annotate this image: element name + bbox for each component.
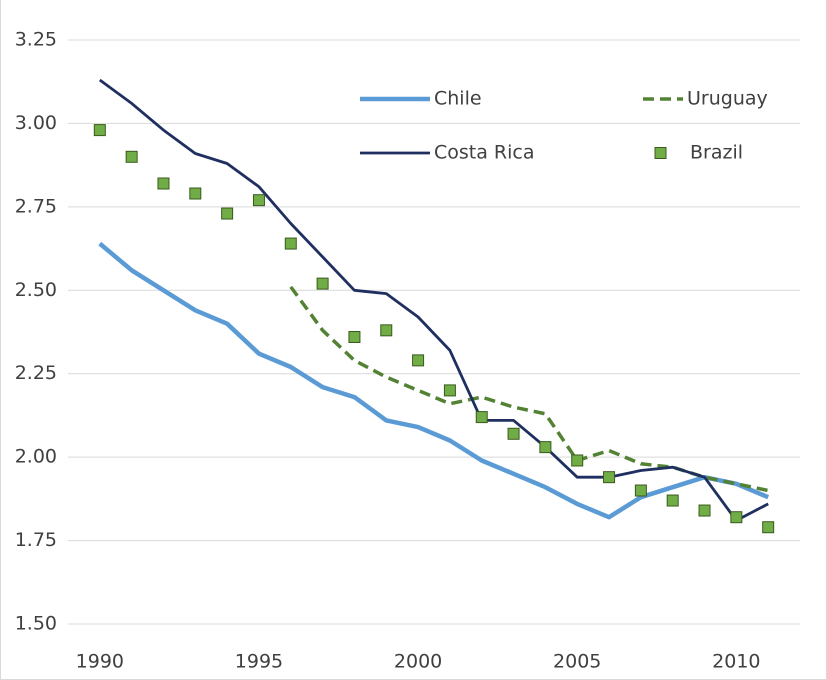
y-tick-label: 2.75 xyxy=(15,195,57,217)
y-tick-label: 1.50 xyxy=(15,613,57,635)
y-tick-label: 1.75 xyxy=(15,529,57,551)
y-tick-label: 2.50 xyxy=(15,279,57,301)
legend-swatch xyxy=(654,147,667,159)
data-point xyxy=(571,454,584,467)
data-point xyxy=(443,384,456,397)
x-tick-label: 2010 xyxy=(712,651,760,673)
data-point xyxy=(284,237,297,250)
y-tick-label: 2.25 xyxy=(15,362,57,384)
legend-label: Chile xyxy=(434,88,482,110)
legend-label: Uruguay xyxy=(687,88,768,110)
data-point xyxy=(412,354,425,367)
legend-label: Brazil xyxy=(690,142,743,164)
y-tick-label: 2.00 xyxy=(15,446,57,468)
data-point xyxy=(93,124,106,137)
data-point xyxy=(730,511,743,524)
data-point xyxy=(380,324,393,337)
data-point xyxy=(475,411,488,424)
data-point xyxy=(252,194,265,207)
data-point xyxy=(666,494,679,507)
series-line xyxy=(98,241,770,520)
data-point xyxy=(603,471,616,484)
data-point xyxy=(348,331,361,344)
y-tick-label: 3.25 xyxy=(15,29,57,51)
data-point xyxy=(157,177,170,190)
y-tick-label: 3.00 xyxy=(15,112,57,134)
x-tick-label: 2000 xyxy=(394,651,442,673)
data-point xyxy=(539,441,552,454)
data-point xyxy=(762,521,775,534)
data-point xyxy=(221,207,234,220)
data-point xyxy=(189,187,202,200)
legend-label: Costa Rica xyxy=(434,142,535,164)
data-point xyxy=(698,504,711,517)
data-point xyxy=(507,427,520,440)
x-tick-label: 1995 xyxy=(235,651,283,673)
data-point xyxy=(125,150,138,163)
x-tick-label: 1990 xyxy=(76,651,124,673)
x-tick-label: 2005 xyxy=(553,651,601,673)
data-point xyxy=(316,277,329,290)
series-line xyxy=(98,78,769,522)
data-point xyxy=(634,484,647,497)
